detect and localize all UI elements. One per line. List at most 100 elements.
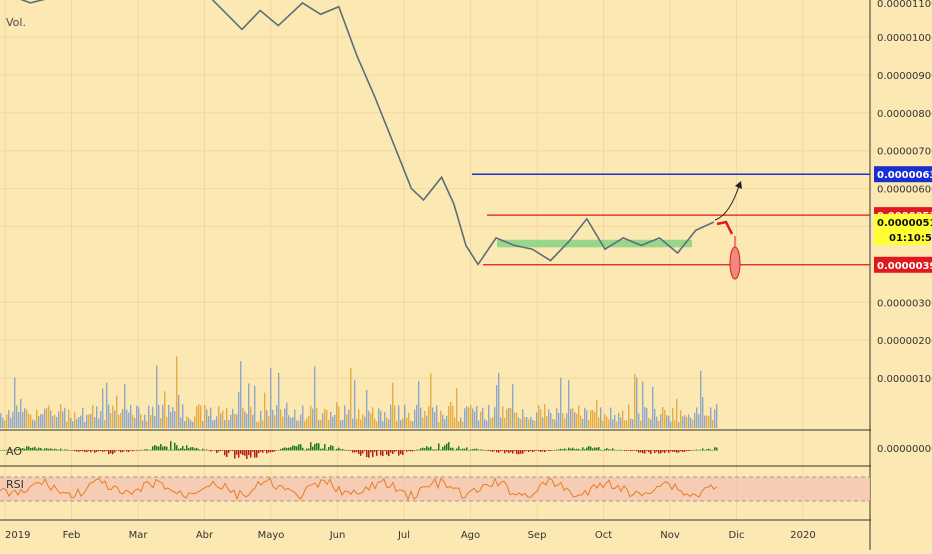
support-zone-rect [497, 239, 692, 248]
volume-bar [332, 416, 334, 428]
ao-bar [80, 450, 82, 452]
volume-bar [498, 372, 500, 428]
ao-bar [42, 449, 44, 451]
ao-bar [62, 449, 64, 451]
rsi-line [0, 477, 718, 502]
ao-bar [60, 448, 62, 451]
ao-bar [428, 447, 430, 451]
ao-bar [110, 450, 112, 454]
volume-bar [202, 420, 204, 428]
volume-bar [522, 409, 524, 428]
volume-bar [326, 409, 328, 428]
volume-bar [584, 407, 586, 428]
volume-bar [272, 409, 274, 428]
volume-bar [82, 407, 84, 428]
ao-bar [530, 450, 532, 452]
volume-bar [716, 404, 718, 428]
volume-bar [540, 409, 542, 428]
ao-bar [152, 446, 154, 451]
ao-bar [314, 444, 316, 451]
ao-bar [560, 448, 562, 451]
price-axis[interactable]: 0.00001100 0.00001000 0.00000900 0.00000800… [871, 0, 932, 550]
ao-bar [76, 450, 78, 452]
ao-bar [302, 447, 304, 451]
ao-bar [340, 449, 342, 451]
volume-bar [284, 408, 286, 428]
price-axis-bg [871, 0, 932, 550]
ao-bar [168, 449, 170, 451]
volume-bar [50, 410, 52, 428]
volume-bar [282, 416, 284, 428]
ao-bar [70, 450, 72, 451]
volume-bar [264, 392, 266, 428]
volume-bar [268, 416, 270, 428]
volume-bar [638, 413, 640, 428]
ao-bar [458, 446, 460, 451]
volume-bar [80, 415, 82, 428]
ao-bar [174, 442, 176, 451]
ao-bar [222, 450, 224, 451]
ao-bar [50, 448, 52, 451]
volume-bar [510, 407, 512, 428]
time-axis[interactable]: 2019 Feb Mar Abr Mayo Jun Jul Ago Sep Oct Nov Dic 20… [5, 530, 816, 541]
ao-bar [170, 441, 172, 451]
ao-bar [418, 449, 420, 451]
ao-bar [422, 447, 424, 451]
volume-bar [172, 407, 174, 428]
ao-bar [644, 450, 646, 454]
ao-bar [256, 450, 258, 458]
ao-bar [420, 448, 422, 451]
volume-bar [192, 421, 194, 428]
ao-bar [32, 447, 34, 451]
ao-bar [614, 449, 616, 451]
ao-bar [706, 449, 708, 451]
ao-bar [414, 450, 416, 451]
ao-bar [394, 450, 396, 452]
volume-bar [112, 405, 114, 428]
volume-bar [566, 413, 568, 428]
volume-bar [376, 421, 378, 428]
ao-bar [56, 449, 58, 451]
price-axis-tick: 0.00000700 [877, 147, 932, 158]
volume-bar [364, 416, 366, 428]
ao-bar [214, 450, 216, 451]
ao-bar [22, 448, 24, 451]
volume-bar [712, 419, 714, 428]
volume-bar [350, 368, 352, 428]
volume-bar [704, 415, 706, 428]
ao-bar [350, 450, 352, 451]
ao-bar [188, 448, 190, 451]
ao-bar [364, 450, 366, 452]
volume-bar [388, 419, 390, 428]
volume-bar [378, 408, 380, 428]
ao-bar [480, 449, 482, 451]
volume-bar [600, 407, 602, 428]
volume-bar [288, 415, 290, 428]
ao-bar [682, 450, 684, 453]
volume-bar [330, 412, 332, 428]
volume-bar [58, 411, 60, 428]
volume-bar [240, 361, 242, 428]
ao-bar [194, 448, 196, 451]
volume-bar [10, 417, 12, 428]
ao-bar [402, 450, 404, 456]
volume-bar [672, 407, 674, 428]
ao-bar [6, 449, 8, 451]
volume-bar [636, 377, 638, 428]
volume-bar [492, 417, 494, 428]
ao-bar [524, 450, 526, 452]
time-axis-label: Jul [397, 530, 410, 541]
ao-bar [448, 442, 450, 451]
volume-bar [256, 421, 258, 428]
ao-bar [708, 448, 710, 451]
ao-bar [376, 450, 378, 456]
volume-bar [362, 414, 364, 428]
volume-bar [528, 419, 530, 428]
volume-bar [558, 412, 560, 428]
ao-bar [306, 448, 308, 451]
ao-bar [654, 450, 656, 453]
volume-bar [606, 416, 608, 428]
ao-bar [596, 447, 598, 451]
